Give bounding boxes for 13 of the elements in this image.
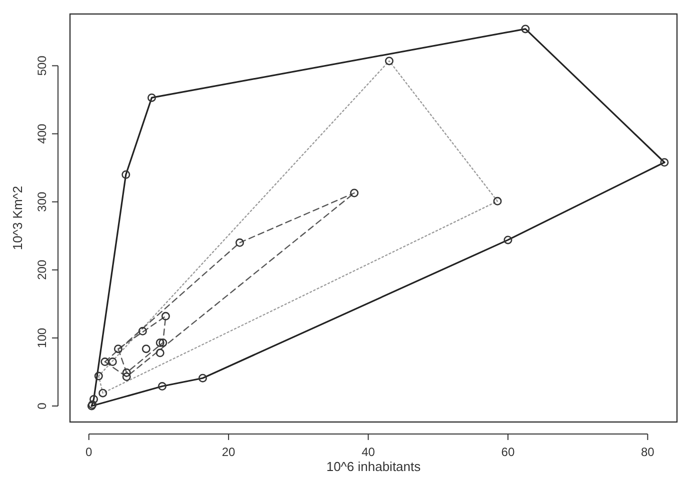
y-tick-label: 200 <box>35 260 49 280</box>
y-tick-label: 0 <box>35 402 49 410</box>
x-tick-label: 0 <box>86 445 93 459</box>
y-tick-label: 300 <box>35 192 49 212</box>
y-tick-label: 400 <box>35 123 49 144</box>
y-tick-label: 500 <box>35 55 49 76</box>
y-axis-title: 10^3 Km^2 <box>10 186 25 250</box>
y-tick-label: 100 <box>35 328 49 348</box>
x-tick-label: 40 <box>362 445 376 459</box>
x-tick-label: 80 <box>640 445 655 459</box>
x-axis-title: 10^6 inhabitants <box>326 459 422 474</box>
x-tick-label: 60 <box>501 445 515 459</box>
x-tick-label: 20 <box>222 445 236 459</box>
